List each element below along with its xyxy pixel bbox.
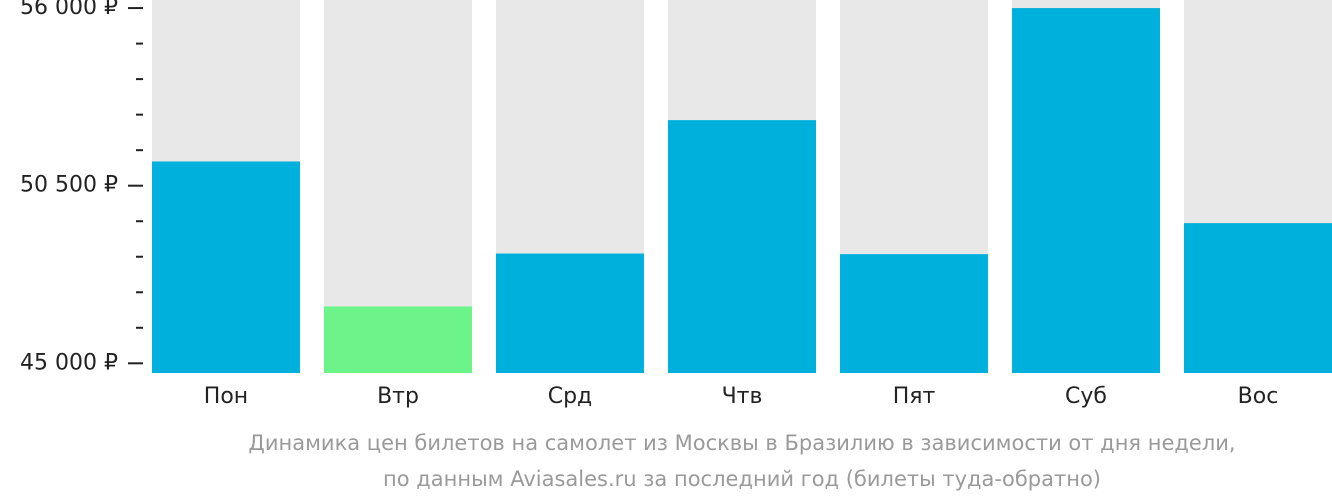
bar (668, 120, 816, 373)
y-tick-label: 56 000 ₽ (20, 0, 118, 20)
x-tick-label: Пят (893, 384, 936, 409)
caption-line: Динамика цен билетов на самолет из Москв… (248, 431, 1235, 455)
bar (1184, 223, 1332, 373)
x-tick-label: Втр (377, 384, 419, 409)
x-tick-label: Срд (548, 384, 593, 409)
y-tick-label: 45 000 ₽ (20, 350, 118, 375)
caption-line: по данным Aviasales.ru за последний год … (383, 467, 1101, 491)
bar (840, 254, 988, 373)
bar (152, 161, 300, 373)
x-tick-label: Пон (204, 384, 248, 409)
x-tick-label: Суб (1065, 384, 1107, 409)
bar (324, 306, 472, 373)
y-tick-label: 50 500 ₽ (20, 173, 118, 198)
bar (1012, 8, 1160, 373)
x-tick-label: Чтв (722, 384, 763, 409)
bar (496, 253, 644, 373)
x-tick-label: Вос (1238, 384, 1279, 409)
